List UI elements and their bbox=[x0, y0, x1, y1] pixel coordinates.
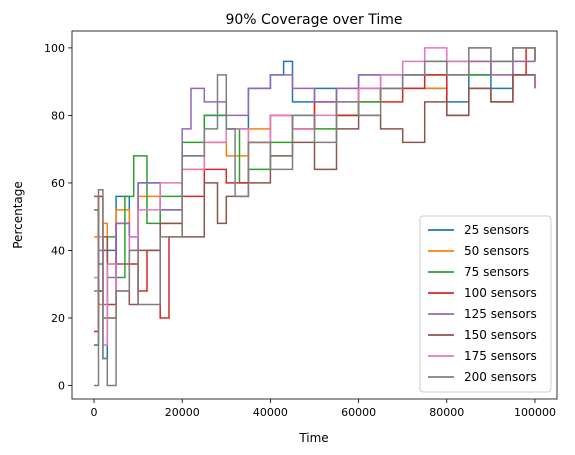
legend-item: 50 sensors bbox=[428, 244, 529, 258]
y-tick-label: 40 bbox=[51, 244, 65, 257]
y-tick-label: 60 bbox=[51, 177, 65, 190]
legend-label: 25 sensors bbox=[464, 223, 529, 237]
legend-label: 100 sensors bbox=[464, 286, 537, 300]
x-axis-label: Time bbox=[298, 431, 328, 445]
legend-item: 125 sensors bbox=[428, 307, 537, 321]
legend: 25 sensors 50 sensors 75 sensors 100 sensor… bbox=[419, 215, 552, 393]
x-tick-label: 60000 bbox=[341, 406, 376, 419]
legend-label: 50 sensors bbox=[464, 244, 529, 258]
x-tick-label: 0 bbox=[91, 406, 98, 419]
x-tick-label: 20000 bbox=[165, 406, 200, 419]
legend-label: 150 sensors bbox=[464, 328, 537, 342]
legend-label: 175 sensors bbox=[464, 349, 537, 363]
legend-box bbox=[419, 215, 552, 393]
legend-item: 200 sensors bbox=[428, 370, 537, 384]
plot-frame bbox=[71, 30, 558, 400]
legend-item: 175 sensors bbox=[428, 349, 537, 363]
chart-title: 90% Coverage over Time bbox=[225, 12, 402, 28]
y-tick-label: 20 bbox=[51, 312, 65, 325]
x-tick-label: 80000 bbox=[429, 406, 464, 419]
y-tick-label: 100 bbox=[44, 42, 65, 55]
x-tick-label: 40000 bbox=[253, 406, 288, 419]
legend-item: 150 sensors bbox=[428, 328, 537, 342]
series-line-8 bbox=[94, 47, 536, 387]
legend-label: 125 sensors bbox=[464, 307, 537, 321]
y-axis: 0 20 40 60 80 100 bbox=[44, 42, 72, 392]
legend-item: 25 sensors bbox=[428, 223, 529, 237]
plot-area bbox=[94, 47, 536, 387]
series-line-6 bbox=[94, 74, 536, 319]
x-tick-label: 100000 bbox=[514, 406, 556, 419]
y-tick-label: 80 bbox=[51, 109, 65, 122]
y-axis-label: Percentage bbox=[11, 181, 25, 249]
legend-item: 100 sensors bbox=[428, 286, 537, 300]
y-tick-label: 0 bbox=[58, 379, 65, 392]
legend-label: 200 sensors bbox=[464, 370, 537, 384]
legend-item: 75 sensors bbox=[428, 265, 529, 279]
legend-label: 75 sensors bbox=[464, 265, 529, 279]
x-axis: 0 20000 40000 60000 80000 100000 bbox=[91, 399, 556, 419]
